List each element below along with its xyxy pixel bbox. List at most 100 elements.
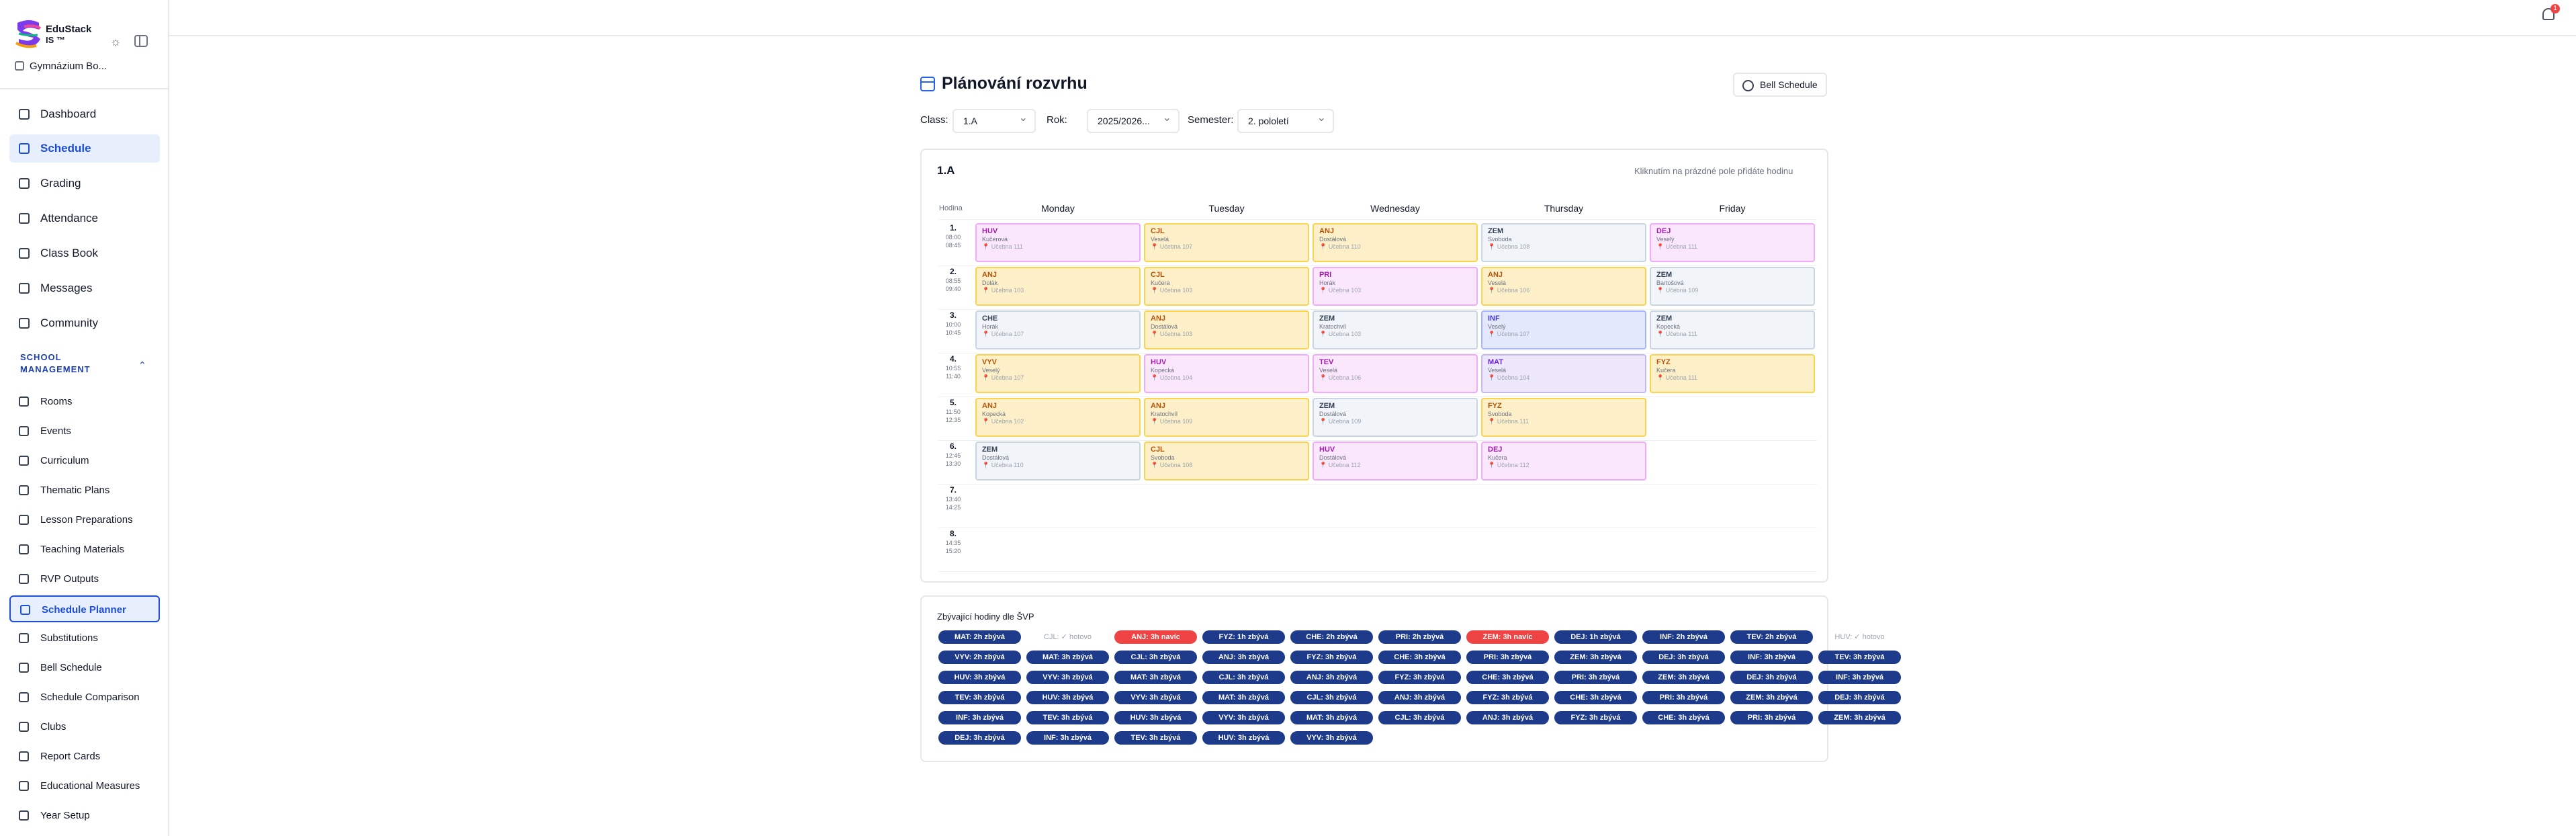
empty-slot[interactable] <box>1144 485 1309 527</box>
sidebar-item-year-setup[interactable]: Year Setup <box>9 802 160 829</box>
lesson-cell[interactable]: VYV Veselý 📍 Učebna 107 <box>975 354 1141 393</box>
sidebar-item-rooms[interactable]: Rooms <box>9 388 160 415</box>
lesson-cell[interactable]: ZEM Dostálová 📍 Učebna 109 <box>1313 398 1478 437</box>
sidebar-item-clubs[interactable]: Clubs <box>9 714 160 741</box>
sidebar-item-community[interactable]: Community <box>9 309 160 337</box>
sidebar-item-schedule-planner[interactable]: Schedule Planner <box>9 595 160 622</box>
sidebar-item-report-cards[interactable]: Report Cards <box>9 743 160 770</box>
lesson-room: 📍 Učebna 108 <box>1151 462 1193 468</box>
year-select[interactable]: 2025/2026... <box>1087 108 1180 133</box>
sidebar-item-thematic-plans[interactable]: Thematic Plans <box>9 477 160 504</box>
remaining-hours-chip: HUV: 3h zbývá <box>1026 691 1109 704</box>
lesson-teacher: Horák <box>982 323 999 330</box>
lesson-cell[interactable]: ANJ Veselá 📍 Učebna 106 <box>1481 267 1646 306</box>
empty-slot[interactable] <box>1650 442 1815 483</box>
lesson-cell[interactable]: MAT Veselá 📍 Učebna 104 <box>1481 354 1646 393</box>
lesson-subject: ZEM <box>1656 271 1673 279</box>
lesson-subject: FYZ <box>1488 402 1502 410</box>
lesson-cell[interactable]: CJL Veselá 📍 Učebna 107 <box>1144 223 1309 262</box>
lesson-cell[interactable]: ZEM Bartošová 📍 Učebna 109 <box>1650 267 1815 306</box>
lesson-cell[interactable]: ZEM Kratochvíl 📍 Učebna 103 <box>1313 310 1478 349</box>
empty-slot[interactable] <box>975 529 1141 571</box>
lesson-cell[interactable]: CHE Horák 📍 Učebna 107 <box>975 310 1141 349</box>
empty-slot[interactable] <box>1650 529 1815 571</box>
empty-slot[interactable] <box>1144 529 1309 571</box>
sidebar-item-curriculum[interactable]: Curriculum <box>9 448 160 474</box>
building-icon <box>19 396 29 407</box>
sidebar-item-lesson-preparations[interactable]: Lesson Preparations <box>9 507 160 534</box>
lesson-cell[interactable]: CJL Svoboda 📍 Učebna 108 <box>1144 442 1309 480</box>
sidebar-item-rvp-outputs[interactable]: RVP Outputs <box>9 566 160 593</box>
lesson-cell[interactable]: ZEM Dostálová 📍 Učebna 110 <box>975 442 1141 480</box>
sidebar-item-schedule[interactable]: Schedule <box>9 134 160 163</box>
bell-icon[interactable] <box>2542 8 2555 20</box>
gear-icon <box>19 810 29 821</box>
lesson-cell[interactable]: PRI Horák 📍 Učebna 103 <box>1313 267 1478 306</box>
empty-slot[interactable] <box>1481 485 1646 527</box>
file-text-icon <box>19 485 29 495</box>
sidebar-item-substitutions[interactable]: Substitutions <box>9 625 160 652</box>
lesson-cell[interactable]: ANJ Dostálová 📍 Učebna 103 <box>1144 310 1309 349</box>
empty-slot[interactable] <box>1313 529 1478 571</box>
school-selector[interactable]: Gymnázium Bo... <box>15 60 107 72</box>
sidebar-item-messages[interactable]: Messages <box>9 274 160 302</box>
remaining-hours-chip: ANJ: 3h zbývá <box>1378 691 1461 704</box>
chevron-up-icon[interactable]: ⌃ <box>138 360 146 370</box>
lesson-cell[interactable]: FYZ Svoboda 📍 Učebna 111 <box>1481 398 1646 437</box>
section-school-management[interactable]: SCHOOL MANAGEMENT <box>20 352 91 374</box>
sidebar-item-educational-measures[interactable]: Educational Measures <box>9 773 160 800</box>
sidebar-item-attendance[interactable]: Attendance <box>9 204 160 233</box>
lesson-teacher: Dostálová <box>1151 323 1178 330</box>
sidebar-item-dashboard[interactable]: Dashboard <box>9 100 160 128</box>
bell-schedule-button[interactable]: Bell Schedule <box>1733 73 1827 97</box>
lesson-cell[interactable]: ZEM Svoboda 📍 Učebna 108 <box>1481 223 1646 262</box>
sidebar-item-class-book[interactable]: Class Book <box>9 239 160 267</box>
lesson-cell[interactable]: TEV Veselá 📍 Učebna 106 <box>1313 354 1478 393</box>
lesson-subject: HUV <box>1151 358 1167 366</box>
lesson-cell[interactable]: HUV Kučerová 📍 Učebna 111 <box>975 223 1141 262</box>
book-icon <box>19 248 30 259</box>
lesson-teacher: Dostálová <box>982 454 1010 461</box>
lesson-cell[interactable]: ANJ Dostálová 📍 Učebna 110 <box>1313 223 1478 262</box>
lesson-cell[interactable]: ANJ Dolák 📍 Učebna 103 <box>975 267 1141 306</box>
lesson-cell[interactable]: ZEM Kopecká 📍 Učebna 111 <box>1650 310 1815 349</box>
lesson-room: 📍 Učebna 107 <box>1488 331 1530 337</box>
sidebar-item-bell-schedule[interactable]: Bell Schedule <box>9 655 160 681</box>
remaining-hours-chip: ANJ: 3h zbývá <box>1290 671 1373 684</box>
sun-icon[interactable]: ☼ <box>109 35 122 48</box>
lesson-cell[interactable]: CJL Kučera 📍 Učebna 103 <box>1144 267 1309 306</box>
sidebar-item-events[interactable]: Events <box>9 418 160 445</box>
lesson-teacher: Bartošová <box>1656 280 1684 286</box>
lesson-cell[interactable]: ANJ Kopecká 📍 Učebna 102 <box>975 398 1141 437</box>
empty-slot[interactable] <box>1313 485 1478 527</box>
semester-select[interactable]: 2. pololetí <box>1237 108 1334 133</box>
lesson-cell[interactable]: HUV Dostálová 📍 Učebna 112 <box>1313 442 1478 480</box>
lesson-teacher: Kratochvíl <box>1319 323 1347 330</box>
sidebar-item-grading[interactable]: Grading <box>9 169 160 198</box>
lesson-cell[interactable]: DEJ Veselý 📍 Učebna 111 <box>1650 223 1815 262</box>
sidebar-item-teaching-materials[interactable]: Teaching Materials <box>9 536 160 563</box>
remaining-hours-chip: HUV: 3h zbývá <box>938 671 1021 684</box>
chat-icon <box>19 318 30 329</box>
empty-slot[interactable] <box>1650 398 1815 440</box>
remaining-hours-chip: ANJ: 3h zbývá <box>1466 711 1549 724</box>
lesson-cell[interactable]: ANJ Kratochvíl 📍 Učebna 109 <box>1144 398 1309 437</box>
lesson-cell[interactable]: HUV Kopecká 📍 Učebna 104 <box>1144 354 1309 393</box>
empty-slot[interactable] <box>975 485 1141 527</box>
lesson-teacher: Dostálová <box>1319 411 1347 417</box>
lesson-teacher: Veselá <box>1319 367 1338 374</box>
empty-slot[interactable] <box>1481 529 1646 571</box>
lesson-cell[interactable]: DEJ Kučera 📍 Učebna 112 <box>1481 442 1646 480</box>
lesson-cell[interactable]: FYZ Kučera 📍 Učebna 111 <box>1650 354 1815 393</box>
panel-toggle-icon[interactable] <box>134 35 148 47</box>
lesson-cell[interactable]: INF Veselý 📍 Učebna 107 <box>1481 310 1646 349</box>
remaining-hours-chip: ZEM: 3h zbývá <box>1554 651 1637 664</box>
remaining-hours-chip: ZEM: 3h zbývá <box>1730 691 1813 704</box>
lesson-subject: ANJ <box>1151 315 1166 323</box>
sidebar-item-schedule-comparison[interactable]: Schedule Comparison <box>9 684 160 711</box>
remaining-hours-chip: DEJ: 1h zbývá <box>1554 630 1637 644</box>
calendar-grid-icon <box>20 605 30 615</box>
remaining-hours-chip: PRI: 3h zbývá <box>1642 691 1725 704</box>
class-select[interactable]: 1.A <box>952 108 1036 133</box>
empty-slot[interactable] <box>1650 485 1815 527</box>
